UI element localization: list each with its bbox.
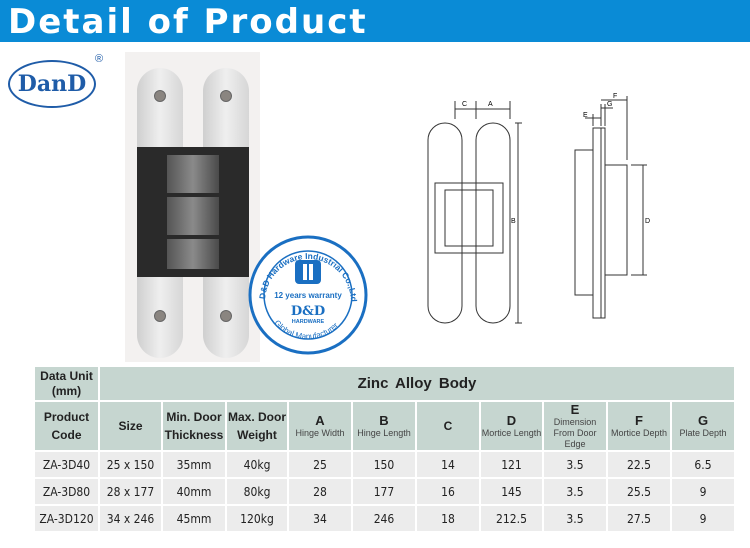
table-cell: 34 x 246 (100, 506, 161, 531)
column-header: G Plate Depth (672, 402, 734, 450)
svg-text:12 years warranty: 12 years warranty (274, 291, 342, 300)
table-cell: 80kg (227, 479, 287, 504)
column-header: B Hinge Length (353, 402, 415, 450)
column-header: D Mortice Length (481, 402, 542, 450)
table-cell: ZA-3D80 (35, 479, 98, 504)
table-cell: 246 (353, 506, 415, 531)
table-cell: 18 (417, 506, 479, 531)
product-photo (125, 52, 260, 362)
table-cell: 9 (672, 479, 734, 504)
column-header: F Mortice Depth (608, 402, 670, 450)
unit-label: Data Unit (mm) (35, 367, 98, 400)
table-cell: 40mm (163, 479, 225, 504)
group-title: Zinc Alloy Body (100, 367, 734, 400)
spec-table: Data Unit (mm) Zinc Alloy Body Product C… (33, 365, 736, 533)
logo-text: DanD (17, 71, 87, 97)
column-header: A Hinge Width (289, 402, 351, 450)
column-header: Max. Door Weight (227, 402, 287, 450)
table-cell: 28 (289, 479, 351, 504)
svg-text:B: B (511, 218, 516, 225)
svg-text:F: F (613, 93, 617, 100)
header-letter: D (506, 413, 517, 428)
table-cell: 212.5 (481, 506, 542, 531)
svg-text:A: A (488, 101, 493, 108)
header-text: Product Code (43, 410, 90, 442)
column-header: Min. Door Thickness (163, 402, 225, 450)
column-header: C (417, 402, 479, 450)
header-subtitle: Hinge Length (357, 428, 411, 438)
svg-text:C: C (462, 101, 467, 108)
header-letter: A (315, 413, 325, 428)
header-subtitle: Dimension From Door Edge (553, 417, 597, 449)
registered-mark: ® (95, 53, 104, 65)
side-view-diagram: GF E D (574, 93, 650, 319)
table-cell: 25 x 150 (100, 452, 161, 477)
column-header: Product Code (35, 402, 98, 450)
header-letter: E (570, 402, 580, 417)
table-cell: ZA-3D40 (35, 452, 98, 477)
svg-text:E: E (583, 112, 588, 119)
table-cell: 35mm (163, 452, 225, 477)
column-header: E Dimension From Door Edge (544, 402, 606, 450)
table-cell: 45mm (163, 506, 225, 531)
header-subtitle: Hinge Width (295, 428, 345, 438)
table-cell: 25 (289, 452, 351, 477)
header-banner: Detail of Product (0, 0, 750, 42)
header-text: Size (118, 419, 143, 433)
table-cell: 9 (672, 506, 734, 531)
table-cell: ZA-3D120 (35, 506, 98, 531)
table-cell: 14 (417, 452, 479, 477)
svg-text:D: D (645, 218, 650, 225)
table-cell: 16 (417, 479, 479, 504)
table-row: ZA-3D120 34 x 246 45mm 120kg 34 246 18 212.5 3.5… (35, 506, 734, 531)
table-row: ZA-3D40 25 x 150 35mm 40kg 25 150 14 121 3.5 22.5… (35, 452, 734, 477)
svg-text:HARDWARE: HARDWARE (292, 319, 325, 325)
table-cell: 3.5 (544, 452, 606, 477)
svg-text:D&D: D&D (291, 304, 325, 319)
header-subtitle: Mortice Depth (610, 428, 668, 438)
header-text: Min. Door Thickness (164, 410, 224, 442)
table-row: ZA-3D80 28 x 177 40mm 80kg 28 177 16 145 3.5 25.5… (35, 479, 734, 504)
table-cell: 40kg (227, 452, 287, 477)
table-cell: 34 (289, 506, 351, 531)
svg-text:G: G (607, 101, 612, 108)
page-title: Detail of Product (8, 2, 368, 42)
table-cell: 3.5 (544, 479, 606, 504)
table-cell: 177 (353, 479, 415, 504)
front-view-diagram: C A B (427, 101, 522, 324)
table-cell: 6.5 (672, 452, 734, 477)
table-cell: 145 (481, 479, 542, 504)
table-cell: 27.5 (608, 506, 670, 531)
header-letter: B (379, 413, 389, 428)
table-cell: 3.5 (544, 506, 606, 531)
header-text: Max. Door Weight (227, 410, 286, 442)
table-cell: 120kg (227, 506, 287, 531)
header-text: C (443, 419, 453, 433)
table-cell: 150 (353, 452, 415, 477)
brand-logo: DanD (8, 60, 96, 108)
warranty-stamp: D&D Hardware Industrial Co.,Ltd 12 years… (248, 235, 368, 355)
table-cell: 121 (481, 452, 542, 477)
table-cell: 25.5 (608, 479, 670, 504)
table-cell: 22.5 (608, 452, 670, 477)
header-subtitle: Mortice Length (481, 428, 542, 438)
table-cell: 28 x 177 (100, 479, 161, 504)
header-subtitle: Plate Depth (679, 428, 727, 438)
header-letter: G (697, 413, 709, 428)
header-letter: F (635, 413, 643, 428)
column-header: Size (100, 402, 161, 450)
